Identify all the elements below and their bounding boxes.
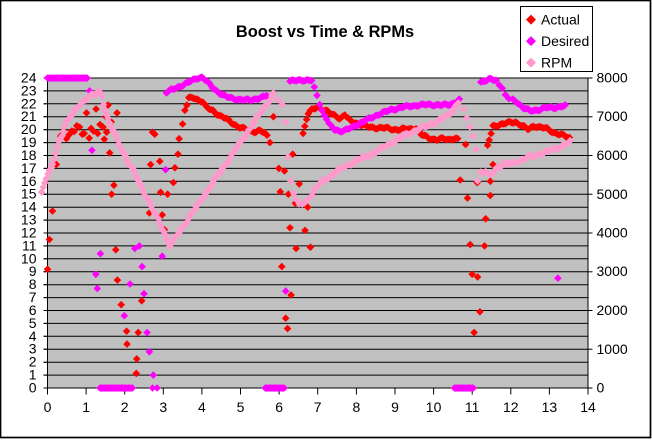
svg-text:3000: 3000 (597, 263, 628, 279)
svg-text:11: 11 (22, 237, 37, 253)
svg-text:Boost vs Time & RPMs: Boost vs Time & RPMs (236, 23, 414, 41)
svg-text:14: 14 (21, 199, 37, 215)
svg-text:23: 23 (21, 82, 37, 98)
svg-text:21: 21 (21, 108, 37, 124)
svg-text:5000: 5000 (597, 186, 628, 202)
svg-text:1: 1 (82, 399, 90, 415)
svg-text:10: 10 (426, 399, 442, 415)
svg-text:2: 2 (121, 399, 129, 415)
svg-text:8000: 8000 (597, 70, 628, 86)
svg-text:Desired: Desired (541, 33, 589, 49)
svg-text:12: 12 (21, 225, 37, 241)
svg-text:2: 2 (29, 354, 37, 370)
svg-text:20: 20 (21, 121, 37, 137)
svg-text:0: 0 (44, 399, 52, 415)
svg-text:13: 13 (21, 212, 37, 228)
svg-text:18: 18 (21, 147, 37, 163)
svg-text:Actual: Actual (541, 12, 580, 28)
svg-text:15: 15 (21, 186, 37, 202)
svg-text:4: 4 (198, 399, 206, 415)
svg-text:14: 14 (580, 399, 596, 415)
svg-text:5: 5 (29, 315, 37, 331)
svg-text:24: 24 (21, 70, 37, 86)
svg-text:7000: 7000 (597, 108, 628, 124)
svg-text:2000: 2000 (597, 302, 628, 318)
svg-text:1: 1 (29, 367, 37, 383)
svg-text:10: 10 (21, 250, 37, 266)
svg-text:9: 9 (391, 399, 399, 415)
svg-text:16: 16 (21, 173, 37, 189)
svg-text:0: 0 (29, 380, 37, 396)
svg-text:1000: 1000 (597, 341, 628, 357)
svg-text:6000: 6000 (597, 147, 628, 163)
svg-text:22: 22 (21, 95, 37, 111)
svg-text:12: 12 (503, 399, 519, 415)
svg-text:13: 13 (542, 399, 558, 415)
svg-text:17: 17 (21, 160, 37, 176)
svg-text:6: 6 (275, 399, 283, 415)
svg-text:9: 9 (29, 263, 37, 279)
svg-text:11: 11 (465, 399, 480, 415)
svg-text:8: 8 (353, 399, 361, 415)
svg-text:19: 19 (21, 134, 37, 150)
svg-text:7: 7 (29, 289, 37, 305)
svg-text:4: 4 (29, 328, 37, 344)
svg-text:0: 0 (597, 380, 605, 396)
svg-text:5: 5 (237, 399, 245, 415)
svg-text:4000: 4000 (597, 225, 628, 241)
svg-text:3: 3 (29, 341, 37, 357)
svg-text:RPM: RPM (541, 55, 572, 71)
svg-text:8: 8 (29, 276, 37, 292)
svg-text:7: 7 (314, 399, 322, 415)
svg-text:3: 3 (159, 399, 167, 415)
svg-text:6: 6 (29, 302, 37, 318)
